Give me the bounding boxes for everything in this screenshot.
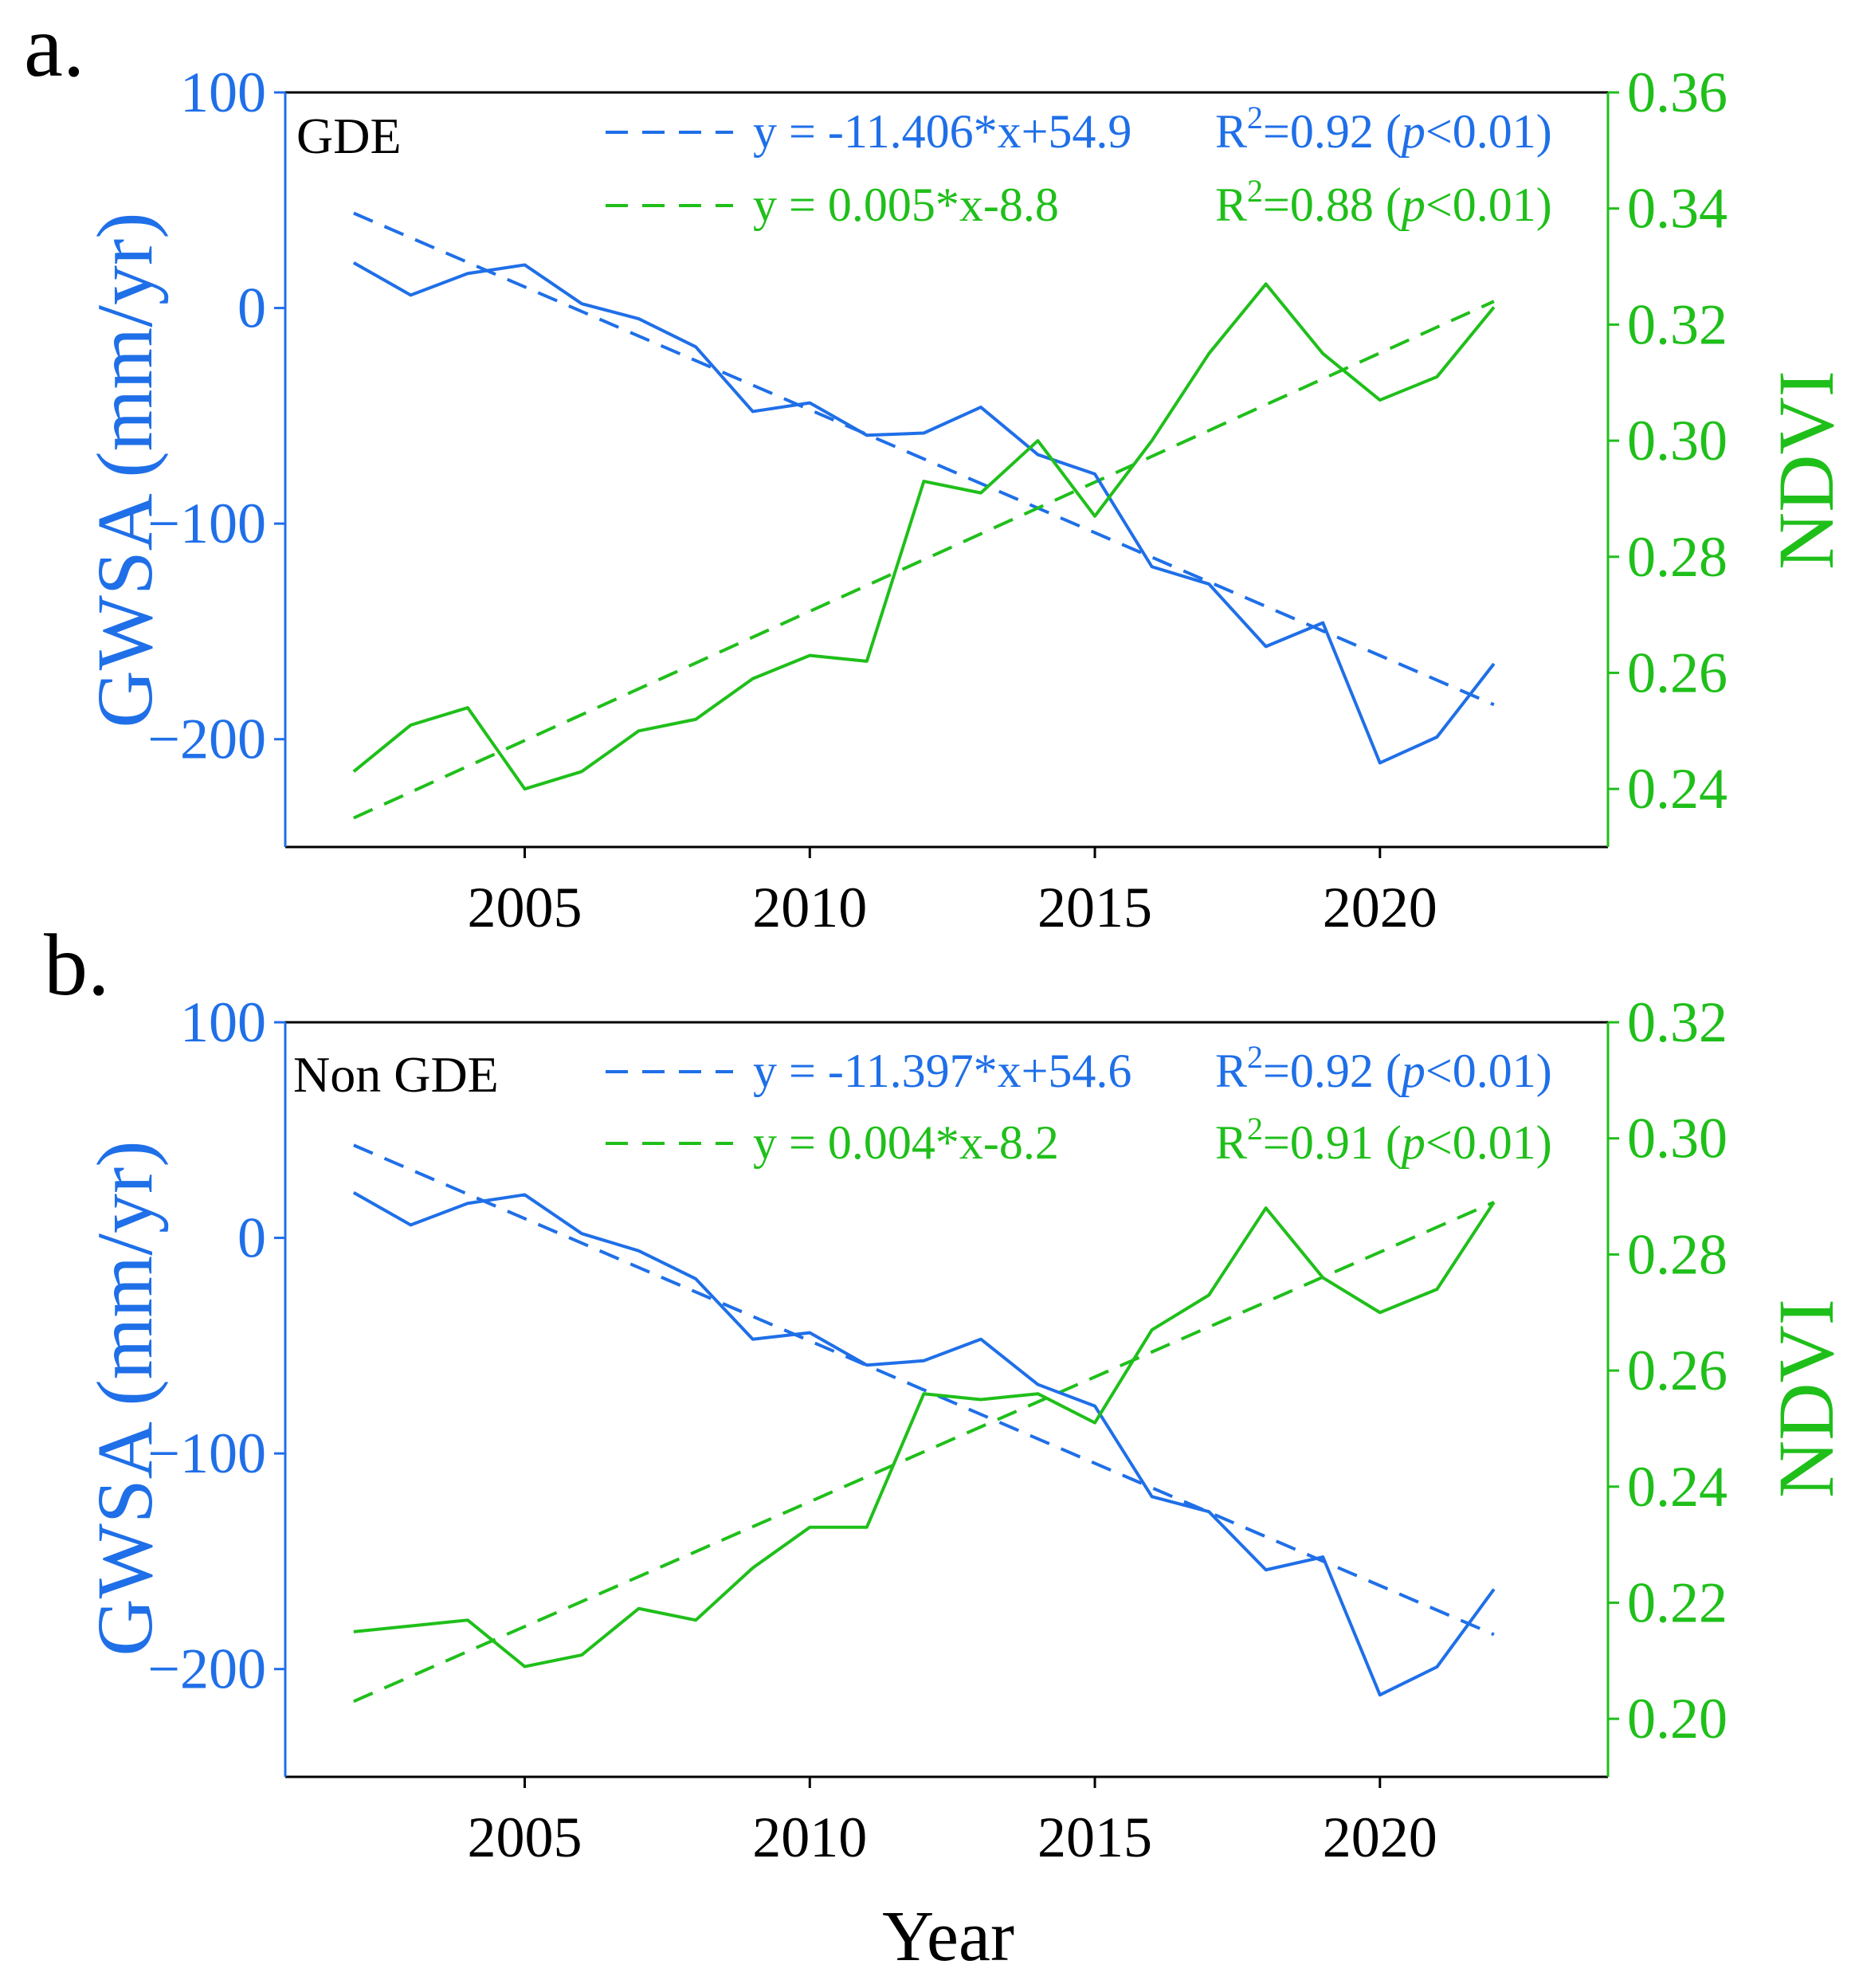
gwsa-series-line	[352, 1191, 1496, 1697]
legend-ndvi-r2: R2=0.91 (p<0.01)	[1215, 1111, 1552, 1169]
panel-a: a. GWSA (mm/yr) NDVI 2005 2010 2015 2020 100…	[24, 0, 1850, 939]
x-tick-label: 2005	[468, 1806, 582, 1869]
y2-tick-label: 0.28	[1627, 1222, 1728, 1286]
gwsa-trendline	[353, 1143, 1495, 1637]
y2-tick-label: 0.26	[1627, 641, 1728, 704]
panel-a-left-ylabel: GWSA (mm/yr)	[80, 212, 169, 727]
legend-ndvi-r2: R2=0.88 (p<0.01)	[1215, 173, 1552, 231]
y2-tick-label: 0.34	[1627, 177, 1728, 241]
x-tick-label: 2005	[468, 876, 582, 939]
panel-b-label: b.	[44, 916, 110, 1014]
x-axis-label: Year	[882, 1897, 1014, 1976]
x-tick-label: 2020	[1323, 1806, 1437, 1869]
ndvi-trendline	[353, 1200, 1495, 1704]
y-tick-label: −100	[147, 1421, 266, 1485]
legend-gwsa-r2: R2=0.92 (p<0.01)	[1215, 100, 1552, 158]
x-tick-label: 2015	[1037, 1806, 1152, 1869]
panel-b-left-ylabel: GWSA (mm/yr)	[80, 1140, 169, 1656]
panel-b-legend: y = -11.397*x+54.6 R2=0.92 (p<0.01) y = …	[606, 1039, 1552, 1169]
x-tick-label: 2010	[752, 876, 867, 939]
y2-tick-label: 0.36	[1627, 61, 1728, 124]
y2-tick-label: 0.24	[1627, 1455, 1728, 1519]
panel-a-legend: y = -11.406*x+54.9 R2=0.92 (p<0.01) y = …	[606, 100, 1552, 231]
panel-a-label: a.	[24, 0, 84, 95]
panel-b-right-ylabel: NDVI	[1762, 1299, 1850, 1498]
y-tick-label: 0	[237, 1206, 266, 1270]
y2-tick-label: 0.20	[1627, 1687, 1728, 1751]
panel-b-plot: 2005 2010 2015 2020 100 0 −100 −200 0.20 0.22 0.24…	[147, 990, 1728, 1869]
ndvi-trendline	[353, 300, 1495, 820]
panel-b: b. GWSA (mm/yr) NDVI 2005 2010 2015 2020 100…	[44, 916, 1850, 1869]
ndvi-series-line	[353, 1201, 1496, 1668]
y-tick-label: 0	[237, 276, 266, 340]
x-tick-label: 2010	[752, 1806, 867, 1869]
panel-a-right-ylabel: NDVI	[1762, 371, 1850, 570]
y2-tick-label: 0.26	[1627, 1339, 1728, 1402]
gwsa-series-line	[352, 261, 1496, 765]
y2-tick-label: 0.24	[1627, 757, 1728, 821]
y2-tick-label: 0.32	[1627, 292, 1728, 356]
legend-ndvi-equation: y = 0.004*x-8.2	[753, 1116, 1059, 1169]
ndvi-series-line	[352, 282, 1496, 791]
panel-a-plot: 2005 2010 2015 2020 100 0 −100 −200 0.24 0.26 0.28…	[147, 61, 1728, 939]
x-tick-label: 2015	[1037, 876, 1152, 939]
y-tick-label: 100	[180, 61, 266, 124]
y-tick-label: −200	[147, 708, 266, 771]
legend-ndvi-equation: y = 0.005*x-8.8	[753, 178, 1059, 231]
y2-tick-label: 0.32	[1627, 990, 1728, 1054]
legend-gwsa-r2: R2=0.92 (p<0.01)	[1215, 1039, 1552, 1097]
y-tick-label: −200	[147, 1637, 266, 1701]
legend-gwsa-equation: y = -11.397*x+54.6	[753, 1045, 1131, 1097]
y-tick-label: −100	[147, 492, 266, 555]
y-tick-label: 100	[180, 990, 266, 1054]
panel-a-region-tag: GDE	[296, 108, 402, 164]
y2-tick-label: 0.30	[1627, 1107, 1728, 1170]
legend-gwsa-equation: y = -11.406*x+54.9	[753, 105, 1131, 158]
gwsa-trendline	[353, 211, 1495, 707]
panel-b-region-tag: Non GDE	[293, 1046, 499, 1103]
y2-tick-label: 0.22	[1627, 1570, 1728, 1634]
y2-tick-label: 0.28	[1627, 525, 1728, 589]
y2-tick-label: 0.30	[1627, 409, 1728, 472]
x-tick-label: 2020	[1323, 876, 1437, 939]
